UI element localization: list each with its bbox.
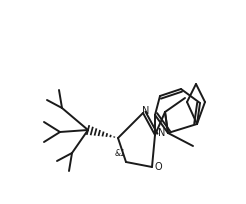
Text: N: N bbox=[158, 128, 166, 138]
Text: N: N bbox=[142, 106, 150, 116]
Text: O: O bbox=[154, 162, 162, 172]
Text: &1: &1 bbox=[115, 150, 125, 159]
